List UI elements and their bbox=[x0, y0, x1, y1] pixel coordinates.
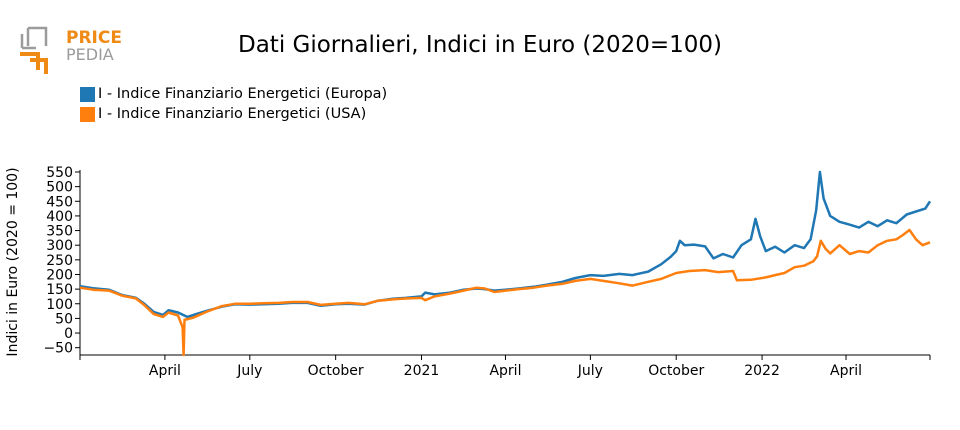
legend-label-europa: I - Indice Finanziario Energetici (Europ… bbox=[98, 86, 388, 102]
x-tick-label: 2021 bbox=[404, 363, 440, 379]
legend-swatch-europa bbox=[80, 86, 95, 102]
pricepedia-logo: PRICE PEDIA bbox=[18, 24, 128, 74]
y-tick-label: 0 bbox=[64, 326, 73, 342]
y-tick-label: −50 bbox=[43, 341, 73, 357]
legend-item-europa[interactable]: I - Indice Finanziario Energetici (Europ… bbox=[80, 84, 387, 104]
x-tick-label: October bbox=[308, 363, 364, 379]
series-line-europa bbox=[79, 170, 932, 319]
x-tick-label: April bbox=[149, 363, 181, 379]
y-tick-label: 50 bbox=[55, 311, 73, 327]
logo-text-top: PRICE bbox=[66, 28, 122, 48]
chart-title: Dati Giornalieri, Indici in Euro (2020=1… bbox=[238, 32, 722, 58]
x-tick-label: 2022 bbox=[744, 363, 780, 379]
y-tick-label: 200 bbox=[46, 267, 73, 283]
x-tick-label: April bbox=[830, 363, 862, 379]
logo-mark: PRICE PEDIA bbox=[20, 26, 122, 74]
legend-item-usa[interactable]: I - Indice Finanziario Energetici (USA) bbox=[80, 104, 387, 124]
legend-swatch-usa bbox=[80, 106, 95, 122]
y-tick-label: 250 bbox=[46, 253, 73, 269]
legend-label-usa: I - Indice Finanziario Energetici (USA) bbox=[98, 106, 367, 122]
x-tick-label: October bbox=[648, 363, 704, 379]
y-tick-label: 550 bbox=[46, 165, 73, 181]
x-tick-label: July bbox=[236, 363, 262, 379]
x-tick-label: April bbox=[489, 363, 521, 379]
plot-lines bbox=[79, 170, 932, 357]
y-tick-label: 350 bbox=[46, 224, 73, 240]
y-tick-label: 150 bbox=[46, 282, 73, 298]
y-axis-label: Indici in Euro (2020 = 100) bbox=[5, 167, 21, 356]
series-line-usa bbox=[79, 228, 931, 357]
x-axis: April July October 2021 April July October 2022… bbox=[79, 354, 931, 379]
y-tick-label: 500 bbox=[46, 180, 73, 196]
y-tick-label: 100 bbox=[46, 297, 73, 313]
logo-text-bottom: PEDIA bbox=[66, 45, 114, 64]
y-tick-label: 300 bbox=[46, 238, 73, 254]
x-tick-label: July bbox=[577, 363, 603, 379]
y-tick-label: 450 bbox=[46, 194, 73, 210]
y-tick-label: 400 bbox=[46, 209, 73, 225]
chart-legend: I - Indice Finanziario Energetici (Europ… bbox=[80, 84, 387, 124]
